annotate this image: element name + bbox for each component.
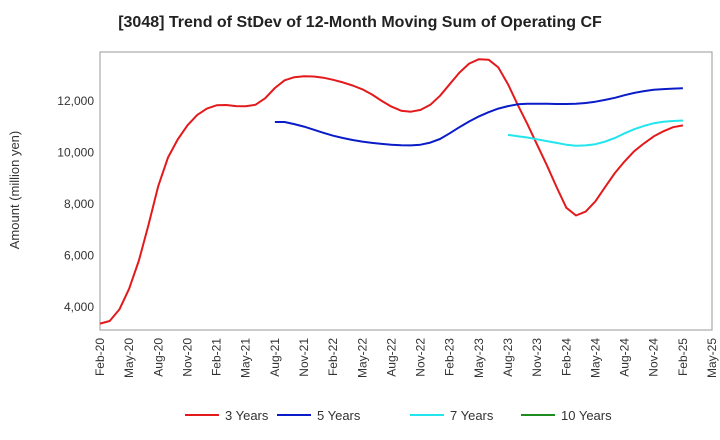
x-tick-label: May-22 [355,338,369,378]
x-tick-label: Aug-22 [384,338,398,377]
legend-label: 3 Years [225,408,269,423]
x-tick-label: Aug-21 [268,338,282,377]
x-tick-label: Feb-24 [559,338,573,376]
y-tick-label: 12,000 [57,94,94,108]
y-tick-label: 4,000 [64,300,94,314]
x-tick-label: Feb-21 [210,338,224,376]
chart-title: [3048] Trend of StDev of 12-Month Moving… [118,14,602,31]
series-line-5-years [274,87,683,147]
y-tick-label: 6,000 [64,248,94,262]
x-tick-label: May-20 [122,338,136,378]
x-tick-label: Aug-24 [618,338,632,377]
x-tick-label: Nov-23 [530,338,544,377]
x-tick-label: Aug-23 [501,338,515,377]
x-tick-label: Aug-20 [151,338,165,377]
series-layer [99,58,684,325]
series-line-3-years [99,58,684,325]
x-tick-label: Feb-25 [676,338,690,376]
x-tick-label: May-21 [239,338,253,378]
x-tick-label: Nov-22 [414,338,428,377]
x-tick-label: Feb-23 [443,338,457,376]
legend: 3 Years 5 Years 7 Years 10 Years [185,408,612,423]
y-tick-label: 8,000 [64,197,94,211]
x-tick-label: May-23 [472,338,486,378]
x-tick-label: May-25 [705,338,719,378]
x-tick-label: Nov-21 [297,338,311,377]
x-tick-label: Nov-24 [647,338,661,377]
y-tick-label: 10,000 [57,145,94,159]
series-line-7-years [507,119,683,147]
x-tick-label: May-24 [588,338,602,378]
axes-layer: 4,000 6,000 8,000 10,000 12,000 Feb-20 May-20 A… [57,51,719,378]
x-tick-label: Feb-22 [326,338,340,376]
plot-frame [99,51,713,331]
x-tick-label: Feb-20 [93,338,107,376]
legend-label: 10 Years [561,408,612,423]
legend-label: 5 Years [317,408,361,423]
x-tick-label: Nov-20 [180,338,194,377]
y-axis-label: Amount (million yen) [7,131,22,250]
legend-label: 7 Years [450,408,494,423]
